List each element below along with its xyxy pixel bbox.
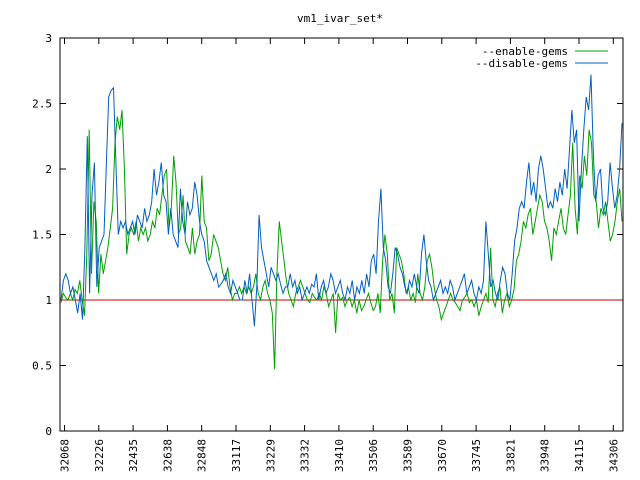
plot-area [60,74,623,370]
y-tick-label: 3 [45,32,52,45]
legend: --enable-gems--disable-gems [475,45,608,70]
chart-title: vm1_ivar_set* [297,12,383,25]
x-tick-label: 33332 [299,439,312,472]
x-tick-label: 32068 [59,439,72,472]
y-tick-label: 2 [45,163,52,176]
y-tick-label: 2.5 [32,98,52,111]
y-axis: 0 0.5 1 1.5 2 2.5 3 [32,32,623,438]
x-tick-label: 33229 [264,439,277,472]
x-tick-label: 34306 [607,439,620,472]
x-tick-label: 33589 [402,439,415,472]
y-tick-label: 0 [45,425,52,438]
x-axis: 32068 32226 32435 32638 32848 33117 33229 33332… [59,38,620,472]
x-tick-label: 33410 [333,439,346,472]
x-tick-label: 33506 [367,439,380,472]
series-line-enable-gems [60,109,623,370]
x-tick-label: 32435 [127,439,140,472]
y-tick-label: 1.5 [32,229,52,242]
x-tick-label: 32848 [196,439,209,472]
plot-border [59,37,624,432]
x-tick-label: 34115 [573,439,586,472]
x-tick-label: 32638 [161,439,174,472]
x-tick-label: 33821 [504,439,517,472]
y-tick-label: 1 [45,294,52,307]
x-tick-label: 33948 [539,439,552,472]
series-line-disable-gems [60,74,623,327]
x-tick-label: 33670 [436,439,449,472]
x-tick-label: 33117 [230,439,243,472]
legend-label: --enable-gems [482,45,568,58]
legend-label: --disable-gems [475,57,568,70]
x-tick-label: 33745 [470,439,483,472]
x-tick-label: 32226 [93,439,106,472]
y-tick-label: 0.5 [32,360,52,373]
